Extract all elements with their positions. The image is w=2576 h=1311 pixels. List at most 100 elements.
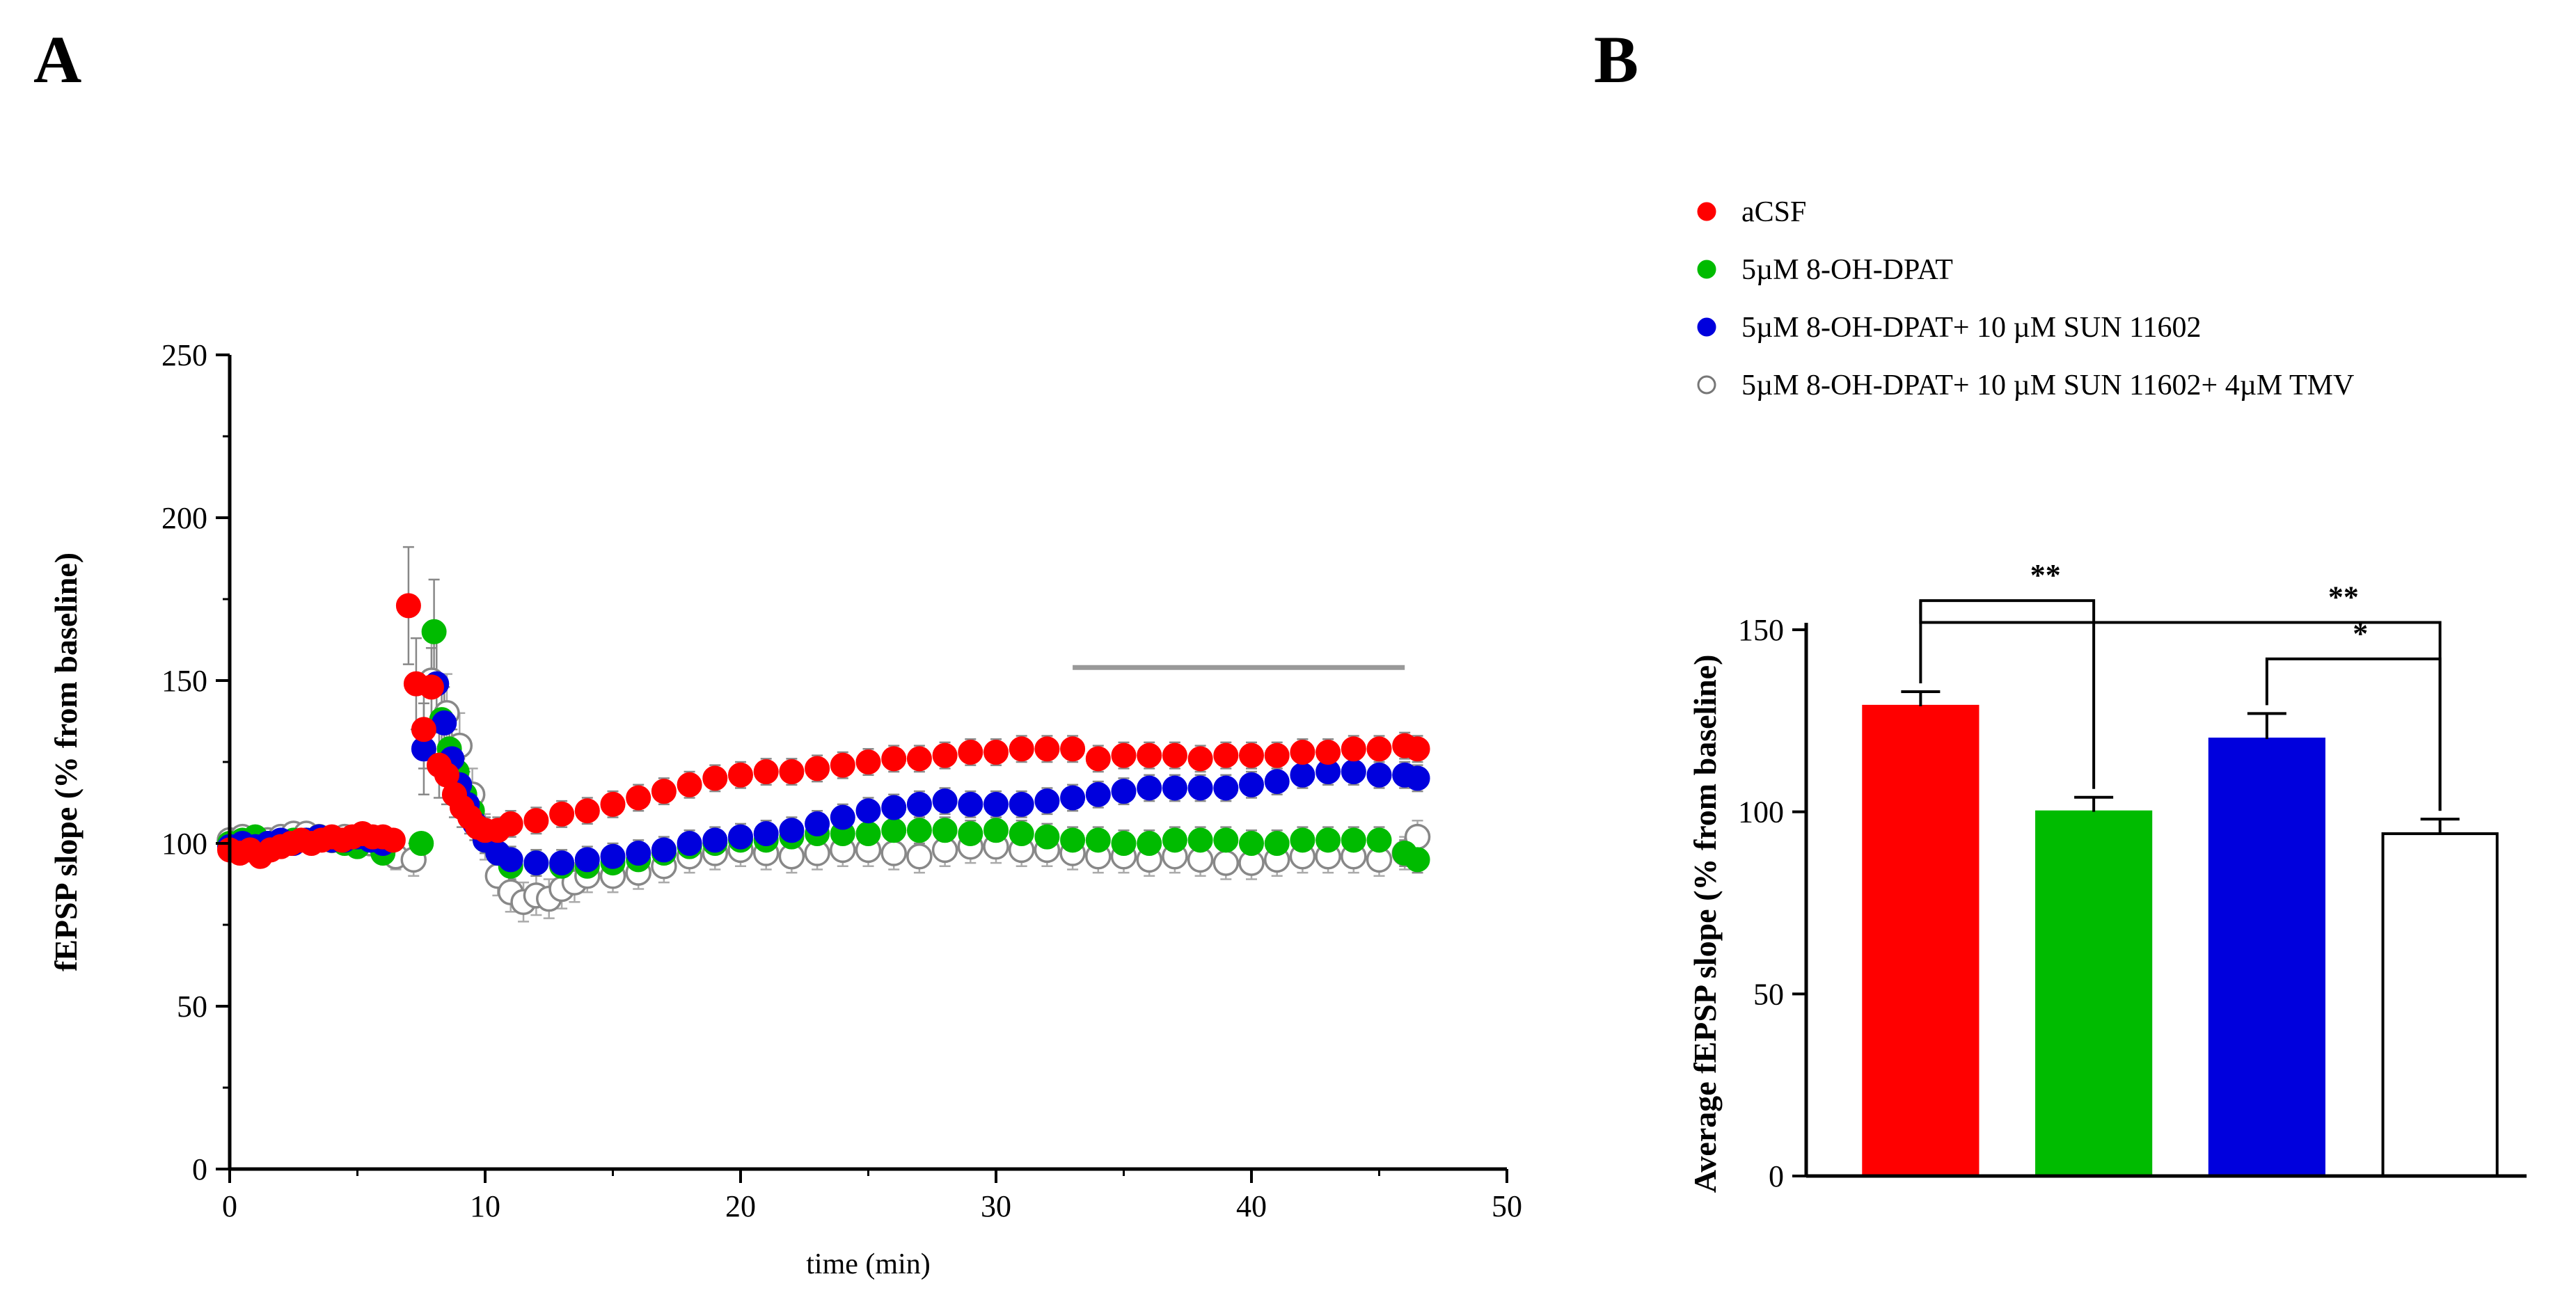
data-point — [1137, 742, 1162, 768]
series-0 — [217, 593, 1430, 869]
chart-a-xtick-label: 50 — [1492, 1189, 1522, 1223]
legend-item-tmv: 5µM 8-OH-DPAT+ 10 µM SUN 11602+ 4µM TMV — [1697, 370, 2354, 402]
data-point — [932, 788, 958, 814]
data-point — [498, 847, 523, 873]
chart-a-ytick-label: 200 — [161, 501, 207, 535]
data-point — [983, 818, 1009, 843]
data-point — [677, 772, 702, 797]
data-point — [523, 850, 549, 876]
legend-label-acsf: aCSF — [1741, 196, 1806, 228]
legend-marker-tmv — [1697, 375, 1716, 395]
data-point — [1060, 736, 1086, 762]
data-point — [906, 818, 932, 843]
data-point — [805, 811, 830, 836]
data-point — [906, 746, 932, 772]
data-point — [1239, 831, 1264, 856]
data-point — [1060, 785, 1086, 811]
data-point — [983, 739, 1009, 765]
data-point — [753, 820, 779, 846]
chart-a-ytick-label: 100 — [161, 827, 207, 861]
chart-a-xtick-label: 0 — [222, 1189, 237, 1223]
data-point — [1162, 827, 1187, 853]
chart-a-ytick-label: 0 — [192, 1152, 207, 1186]
data-point — [1111, 779, 1137, 804]
data-point — [1264, 742, 1290, 768]
data-point — [626, 785, 651, 811]
data-point — [1162, 742, 1187, 768]
panel-b-label: B — [1594, 22, 1638, 97]
data-point — [574, 798, 600, 824]
chart-a-ylabel: fEPSP slope (% from baseline) — [48, 553, 84, 971]
data-point — [1405, 765, 1430, 791]
bar-3 — [2381, 832, 2499, 1177]
data-point — [549, 801, 575, 827]
data-point — [1034, 736, 1060, 762]
data-point — [549, 850, 575, 876]
data-point — [1264, 831, 1290, 856]
chart-a-xlabel: time (min) — [806, 1248, 930, 1280]
bar-2 — [2208, 738, 2325, 1177]
legend-marker-dpat — [1697, 260, 1716, 279]
data-point — [906, 791, 932, 817]
data-point — [830, 752, 855, 778]
data-point — [881, 746, 907, 772]
data-point — [1212, 850, 1240, 876]
chart-a-ytick-label: 50 — [177, 990, 207, 1024]
data-point — [1085, 827, 1111, 853]
chart-b-ytick-label: 150 — [1738, 613, 1784, 647]
data-point — [600, 791, 626, 817]
data-point — [411, 717, 436, 742]
data-point — [1405, 847, 1430, 873]
data-point — [1366, 827, 1392, 853]
data-point — [600, 843, 626, 869]
data-point — [1366, 762, 1392, 788]
data-point — [1341, 827, 1366, 853]
data-point — [1034, 788, 1060, 814]
legend: aCSF 5µM 8-OH-DPAT 5µM 8-OH-DPAT+ 10 µM … — [1697, 196, 2354, 402]
data-point — [677, 831, 702, 856]
data-point — [1341, 759, 1366, 785]
data-point — [380, 827, 406, 853]
data-point — [1009, 820, 1034, 846]
chart-b-ylabel: Average fEPSP slope (% from baseline) — [1687, 655, 1723, 1193]
data-point — [395, 593, 421, 619]
data-point — [1405, 736, 1430, 762]
chart-a-xtick-label: 20 — [725, 1189, 756, 1223]
data-point — [1009, 736, 1034, 762]
data-point — [1315, 827, 1341, 853]
bar-0 — [1862, 704, 1980, 1177]
data-point — [1187, 746, 1213, 772]
data-point — [1213, 742, 1239, 768]
legend-marker-sun — [1697, 317, 1716, 337]
data-point — [523, 808, 549, 834]
data-point — [1341, 736, 1366, 762]
data-point — [932, 818, 958, 843]
data-point — [855, 798, 881, 824]
data-point — [418, 674, 444, 700]
data-point — [498, 811, 523, 836]
data-point — [779, 759, 805, 785]
data-point — [1034, 824, 1060, 850]
data-point — [409, 831, 434, 856]
data-point — [702, 765, 728, 791]
data-point — [1060, 827, 1086, 853]
panel-a-label: A — [33, 22, 81, 97]
data-point — [651, 837, 677, 863]
data-point — [1162, 775, 1187, 801]
data-point — [728, 762, 753, 788]
data-point — [1264, 769, 1290, 795]
data-point — [1239, 772, 1264, 797]
data-point — [1137, 775, 1162, 801]
data-point — [855, 749, 881, 774]
significance-label: * — [2353, 617, 2368, 651]
data-point — [1213, 827, 1239, 853]
significance-label: ** — [2030, 558, 2061, 592]
data-point — [958, 739, 983, 765]
data-point — [1111, 831, 1137, 856]
chart-b-ytick-label: 50 — [1753, 977, 1784, 1011]
chart-a-ytick-label: 150 — [161, 664, 207, 698]
data-point — [421, 619, 447, 644]
data-point — [702, 827, 728, 853]
